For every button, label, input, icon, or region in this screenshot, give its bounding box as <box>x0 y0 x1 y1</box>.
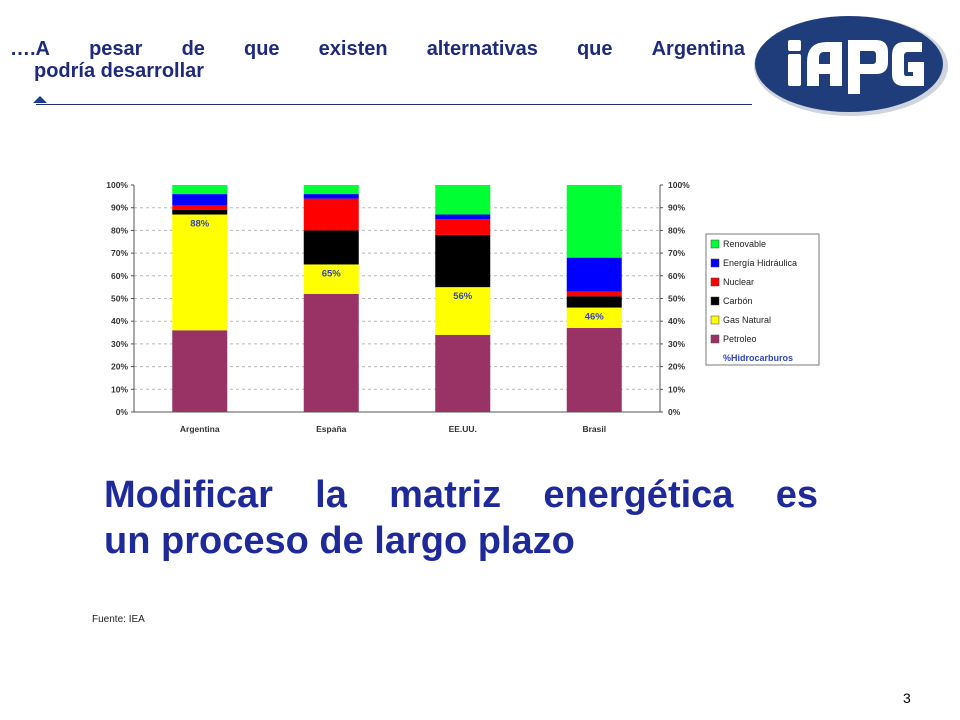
iapg-logo-icon <box>754 16 948 116</box>
bar-segment <box>566 307 622 329</box>
bar-segment <box>566 296 622 308</box>
title-word: Argentina <box>651 38 745 60</box>
y2-tick-label: 70% <box>668 248 685 258</box>
y2-tick-label: 0% <box>668 407 681 417</box>
legend-swatch <box>710 239 720 249</box>
header-divider <box>36 104 752 105</box>
bar-segment <box>303 230 359 265</box>
bar-segment <box>172 205 228 210</box>
legend-hydrocarbon-label: %Hidrocarburos <box>723 353 793 363</box>
bar-segment <box>566 328 622 412</box>
source-note: Fuente: IEA <box>92 614 145 625</box>
legend-label: Energía Hidráulica <box>723 258 797 268</box>
y-tick-label: 30% <box>111 339 128 349</box>
legend-swatch <box>710 334 720 344</box>
y2-tick-label: 100% <box>668 180 690 190</box>
bar-segment <box>303 264 359 294</box>
x-tick-label: EE.UU. <box>449 424 477 434</box>
y-tick-label: 0% <box>116 407 129 417</box>
bar-segment <box>435 234 491 288</box>
key-message: Modificar la matriz energética es un proceso… <box>104 472 818 564</box>
hydrocarbon-label: 88% <box>190 219 210 230</box>
bar-segment <box>435 185 491 215</box>
y-tick-label: 40% <box>111 316 128 326</box>
y-tick-label: 20% <box>111 362 128 372</box>
bar-segment <box>303 198 359 231</box>
x-tick-label: España <box>316 424 347 434</box>
y-tick-label: 100% <box>106 180 128 190</box>
legend-swatch <box>710 258 720 268</box>
y2-tick-label: 80% <box>668 225 685 235</box>
key-message-line2: un proceso de largo plazo <box>104 520 575 562</box>
title-word: de <box>181 38 205 60</box>
legend-label: Gas Natural <box>723 315 771 325</box>
slide-title: ….A pesar de que existen alternativas que Argen… <box>10 38 745 82</box>
y-tick-label: 10% <box>111 384 128 394</box>
message-word: es <box>775 474 818 516</box>
y-tick-label: 80% <box>111 225 128 235</box>
bullet-triangle-icon <box>33 96 47 103</box>
y2-tick-label: 20% <box>668 362 685 372</box>
y2-tick-label: 60% <box>668 271 685 281</box>
legend-swatch <box>710 315 720 325</box>
slide-title-line2: podría desarrollar <box>34 60 205 82</box>
page-number: 3 <box>903 690 911 706</box>
x-tick-label: Argentina <box>180 424 220 434</box>
title-word: que <box>244 38 280 60</box>
slide-title-line1: ….A pesar de que existen alternativas que Argen… <box>10 38 745 60</box>
title-word: pesar <box>89 38 143 60</box>
y2-tick-label: 10% <box>668 384 685 394</box>
y-tick-label: 60% <box>111 271 128 281</box>
title-word: alternativas <box>426 38 538 60</box>
legend-label: Carbón <box>723 296 753 306</box>
bar-segment <box>172 330 228 412</box>
message-word: Modificar <box>104 474 273 516</box>
legend-label: Renovable <box>723 239 766 249</box>
message-word: energética <box>543 474 734 516</box>
message-word: matriz <box>389 474 502 516</box>
hydrocarbon-label: 46% <box>585 312 605 323</box>
y2-tick-label: 40% <box>668 316 685 326</box>
y-tick-label: 90% <box>111 203 128 213</box>
title-word: ….A <box>10 38 50 60</box>
bar-segment <box>566 291 622 297</box>
hydrocarbon-label: 65% <box>322 268 342 279</box>
y2-tick-label: 90% <box>668 203 685 213</box>
bar-segment <box>303 194 359 199</box>
y-tick-label: 50% <box>111 294 128 304</box>
bar-segment <box>435 334 491 412</box>
bar-segment <box>566 185 622 258</box>
y2-tick-label: 30% <box>668 339 685 349</box>
bar-segment <box>303 185 359 195</box>
logo-letters <box>788 40 924 94</box>
hydrocarbon-label: 56% <box>453 291 473 302</box>
legend-swatch <box>710 296 720 306</box>
y-tick-label: 70% <box>111 248 128 258</box>
bar-segment <box>172 214 228 331</box>
bar-segment <box>435 214 491 220</box>
x-tick-label: Brasil <box>582 424 606 434</box>
legend-swatch <box>710 277 720 287</box>
y2-tick-label: 50% <box>668 294 685 304</box>
bar-segment <box>566 257 622 292</box>
title-word: que <box>576 38 613 60</box>
legend-box <box>705 233 820 366</box>
key-message-line1: Modificar la matriz energética es <box>104 472 818 518</box>
bar-segment <box>303 293 359 412</box>
bar-segment <box>172 194 228 206</box>
legend-label: Petroleo <box>723 334 757 344</box>
energy-matrix-chart: 0% 0% 10% 10% 20% 20% 30% 30% 40% 40% 50% 50% 60% 60%… <box>106 180 820 434</box>
bar-segment <box>435 219 491 235</box>
bar-segment <box>172 209 228 215</box>
bar-segment <box>435 287 491 335</box>
message-word: la <box>315 474 347 516</box>
title-word: existen <box>318 38 388 60</box>
bar-segment <box>172 185 228 195</box>
legend-label: Nuclear <box>723 277 754 287</box>
